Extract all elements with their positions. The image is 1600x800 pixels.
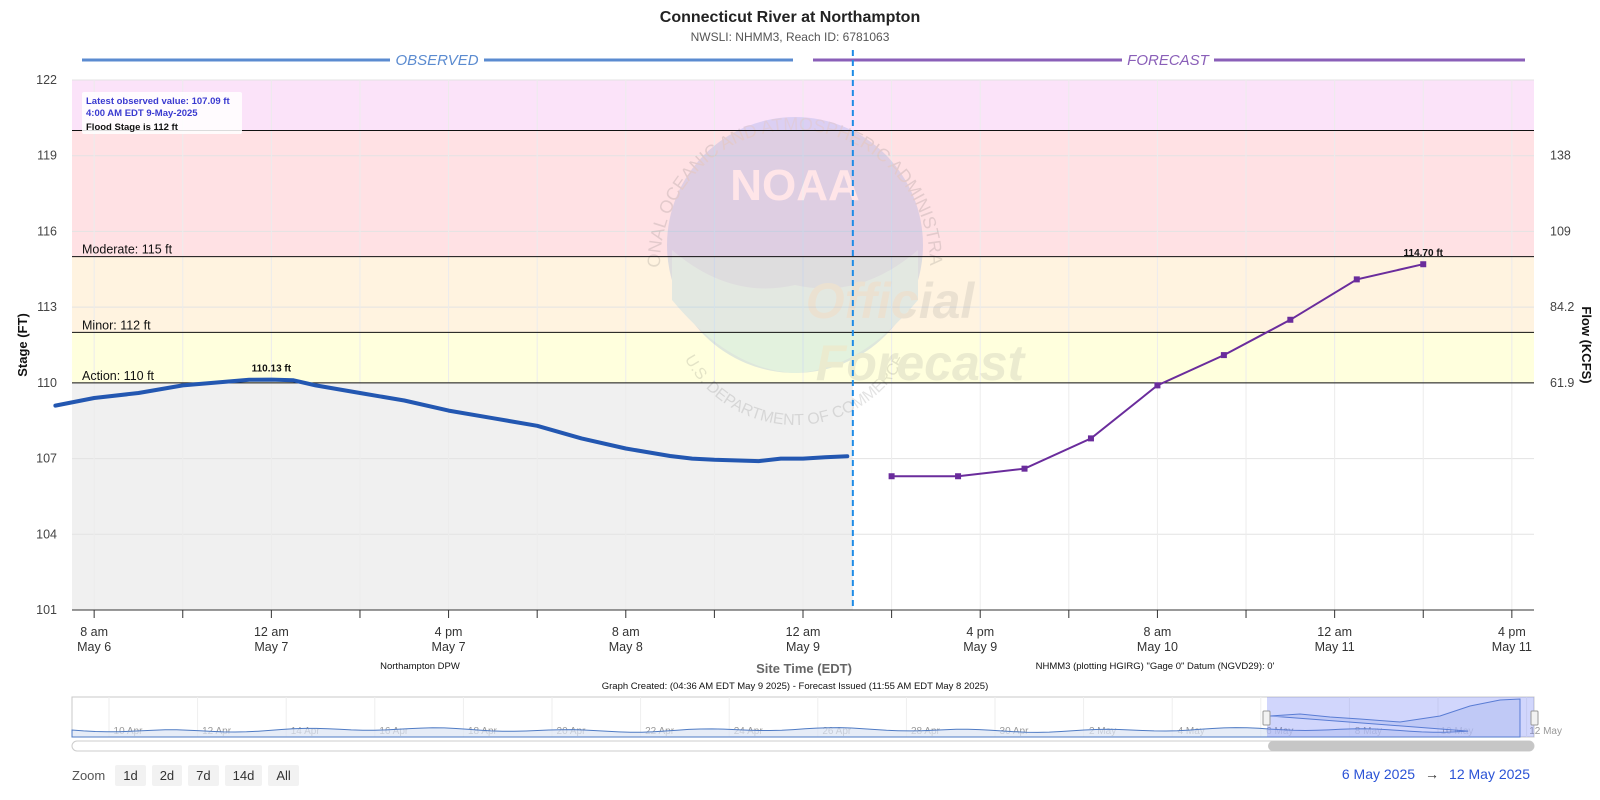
graph-created: Graph Created: (04:36 AM EDT May 9 2025)… bbox=[602, 681, 989, 692]
y-tick-label: 110 bbox=[37, 376, 57, 390]
x-tick-time-label: 4 pm bbox=[966, 625, 994, 639]
y-tick-label: 101 bbox=[36, 603, 57, 617]
navigator-handle-left[interactable] bbox=[1262, 710, 1271, 726]
zoom-label: Zoom bbox=[72, 767, 106, 783]
forecast-point[interactable] bbox=[1087, 435, 1094, 442]
navigator-series bbox=[71, 698, 1521, 738]
zoom-14d-button[interactable]: 14d bbox=[224, 764, 263, 786]
forecast-point[interactable] bbox=[1021, 465, 1028, 472]
chart-subtitle: NWSLI: NHMM3, Reach ID: 6781063 bbox=[691, 30, 890, 44]
x-tick-date-label: May 6 bbox=[77, 640, 111, 654]
navigator-selection[interactable] bbox=[1267, 697, 1534, 737]
range-arrow: → bbox=[1425, 766, 1440, 782]
series-layer bbox=[53, 261, 1427, 480]
chart-title: Connecticut River at Northampton bbox=[660, 9, 920, 26]
x-tick-time-label: 12 am bbox=[786, 625, 821, 639]
range-to-date[interactable]: 12 May 2025 bbox=[1449, 766, 1530, 782]
forecast-point[interactable] bbox=[1287, 316, 1294, 323]
latest-time-text: 4:00 AM EDT 9-May-2025 bbox=[86, 108, 198, 119]
zoom-1d-button[interactable]: 1d bbox=[115, 764, 146, 786]
x-tick-time-label: 4 pm bbox=[435, 625, 463, 639]
x-tick-time-label: 4 pm bbox=[1498, 625, 1526, 639]
observed-series-line bbox=[53, 377, 850, 464]
y2-tick-label: 109 bbox=[1550, 224, 1571, 238]
forecast-point[interactable] bbox=[1154, 382, 1161, 389]
flood-stage-text: Flood Stage is 112 ft bbox=[86, 122, 179, 133]
range-navigator[interactable]: 10 Apr12 Apr14 Apr16 Apr18 Apr20 Apr22 A… bbox=[71, 696, 1562, 752]
x-tick-date-label: May 8 bbox=[609, 640, 643, 654]
forecast-point[interactable] bbox=[1420, 261, 1427, 268]
forecast-header-label: FORECAST bbox=[1127, 52, 1211, 69]
chart-axes: 101 104 107 110 113 116 119 122 61.9 84.2 109 138 8 … bbox=[36, 50, 1574, 654]
x-axis-title: Site Time (EDT) bbox=[756, 661, 852, 676]
zoom-all-button[interactable]: All bbox=[268, 764, 299, 786]
threshold-label-moderate: Moderate: 115 ft bbox=[82, 243, 173, 257]
date-range-display: 6 May 2025 → 12 May 2025 bbox=[1342, 766, 1530, 782]
zoom-2d-button[interactable]: 2d bbox=[151, 764, 183, 786]
y-axis-title: Stage (FT) bbox=[15, 313, 30, 377]
x-tick-date-label: May 9 bbox=[786, 640, 820, 654]
x-tick-date-label: May 11 bbox=[1492, 640, 1532, 654]
peak-annotation-label: 110.13 ft bbox=[252, 364, 292, 375]
y-tick-label: 107 bbox=[36, 452, 57, 466]
latest-value-text: Latest observed value: 107.09 ft bbox=[86, 96, 230, 107]
observed-period-shading bbox=[72, 382, 853, 610]
x-tick-date-label: May 7 bbox=[254, 640, 288, 654]
y-tick-label: 104 bbox=[36, 527, 57, 541]
noaa-logo-wave bbox=[672, 250, 918, 373]
noaa-logo-circle bbox=[667, 117, 923, 373]
x-tick-time-label: 8 am bbox=[1144, 625, 1172, 639]
y-tick-label: 113 bbox=[37, 300, 57, 314]
peak-annotation-label: 114.70 ft bbox=[1404, 248, 1444, 259]
x-tick-date-label: May 7 bbox=[432, 640, 466, 654]
x-tick-date-label: May 10 bbox=[1137, 640, 1178, 654]
y2-tick-label: 84.2 bbox=[1550, 300, 1574, 314]
forecast-point[interactable] bbox=[1220, 352, 1227, 359]
svg-text:Official: Official bbox=[806, 273, 976, 329]
y-tick-label: 116 bbox=[37, 224, 57, 238]
y2-axis-title: Flow (KCFS) bbox=[1579, 306, 1594, 383]
x-tick-time-label: 12 am bbox=[1317, 625, 1352, 639]
navigator-handle-right[interactable] bbox=[1530, 710, 1539, 726]
x-tick-time-label: 8 am bbox=[612, 625, 640, 639]
observed-header-label: OBSERVED bbox=[395, 52, 478, 69]
x-tick-time-label: 8 am bbox=[80, 625, 108, 639]
zoom-controls: Zoom 1d 2d 7d 14d All bbox=[72, 764, 299, 786]
observed-source: Northampton DPW bbox=[380, 661, 460, 672]
peak-annotations: 110.13 ft 114.70 ft bbox=[252, 248, 1444, 374]
x-tick-date-label: May 9 bbox=[963, 640, 997, 654]
stage-chart: Connecticut River at Northampton NWSLI: … bbox=[0, 0, 1594, 752]
y-tick-label: 119 bbox=[37, 149, 57, 163]
x-tick-date-label: May 11 bbox=[1315, 640, 1355, 654]
navigator-date-label: 12 May bbox=[1529, 726, 1562, 737]
svg-text:NOAA: NOAA bbox=[730, 161, 860, 210]
y2-tick-label: 61.9 bbox=[1550, 376, 1574, 390]
forecast-source: NHMM3 (plotting HGIRG) "Gage 0" Datum (N… bbox=[1036, 661, 1275, 672]
forecast-point[interactable] bbox=[955, 473, 962, 480]
navigator-scrollbar-thumb[interactable] bbox=[1268, 741, 1534, 751]
threshold-label-minor: Minor: 112 ft bbox=[82, 318, 151, 332]
x-tick-time-label: 12 am bbox=[254, 625, 289, 639]
forecast-point[interactable] bbox=[888, 473, 895, 480]
y2-tick-label: 138 bbox=[1550, 149, 1571, 163]
forecast-point[interactable] bbox=[1353, 276, 1360, 283]
svg-text:Forecast: Forecast bbox=[816, 335, 1027, 391]
y-tick-label: 122 bbox=[36, 73, 57, 87]
flood-thresholds: Action: 110 ft Minor: 112 ft Moderate: 115… bbox=[72, 129, 1534, 384]
zoom-7d-button[interactable]: 7d bbox=[188, 764, 219, 786]
threshold-label-action: Action: 110 ft bbox=[82, 369, 155, 383]
range-from-date[interactable]: 6 May 2025 bbox=[1341, 766, 1416, 782]
latest-value-box: Latest observed value: 107.09 ft 4:00 AM… bbox=[82, 92, 242, 134]
